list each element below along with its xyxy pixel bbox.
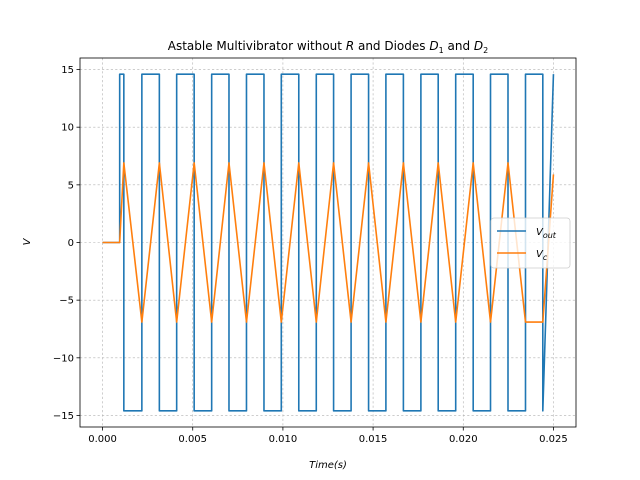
legend-label-vc: Vc (536, 249, 548, 262)
y-tick-label: 15 (61, 65, 74, 76)
axis-ticks: 0.000 0.005 0.010 0.015 0.020 0.025 −15 −10 −5 0 5… (53, 65, 568, 445)
x-tick-label: 0.005 (178, 434, 207, 445)
y-tick-label: −5 (59, 296, 74, 307)
x-tick-label: 0.000 (88, 434, 117, 445)
y-tick-label: −15 (53, 411, 74, 422)
y-tick-label: 0 (68, 238, 74, 249)
y-tick-label: −10 (53, 353, 74, 364)
series-line-vc (102, 162, 555, 323)
y-tick-label: 10 (61, 123, 74, 134)
x-tick-label: 0.010 (269, 434, 298, 445)
x-tick-label: 0.015 (359, 434, 388, 445)
y-tick-label: 5 (68, 180, 74, 191)
legend: Vout Vc (490, 217, 571, 269)
grid-lines (80, 58, 576, 427)
x-tick-label: 0.025 (539, 434, 568, 445)
series-layer (102, 73, 555, 412)
series-line-vout (102, 73, 555, 412)
legend-box (490, 217, 571, 269)
chart-title: Astable Multivibrator without R and Diod… (168, 39, 489, 55)
x-axis-label: Time(s) (309, 460, 347, 471)
y-axis-label: V (22, 237, 33, 245)
x-tick-label: 0.020 (449, 434, 478, 445)
legend-label-vout: Vout (536, 227, 557, 240)
